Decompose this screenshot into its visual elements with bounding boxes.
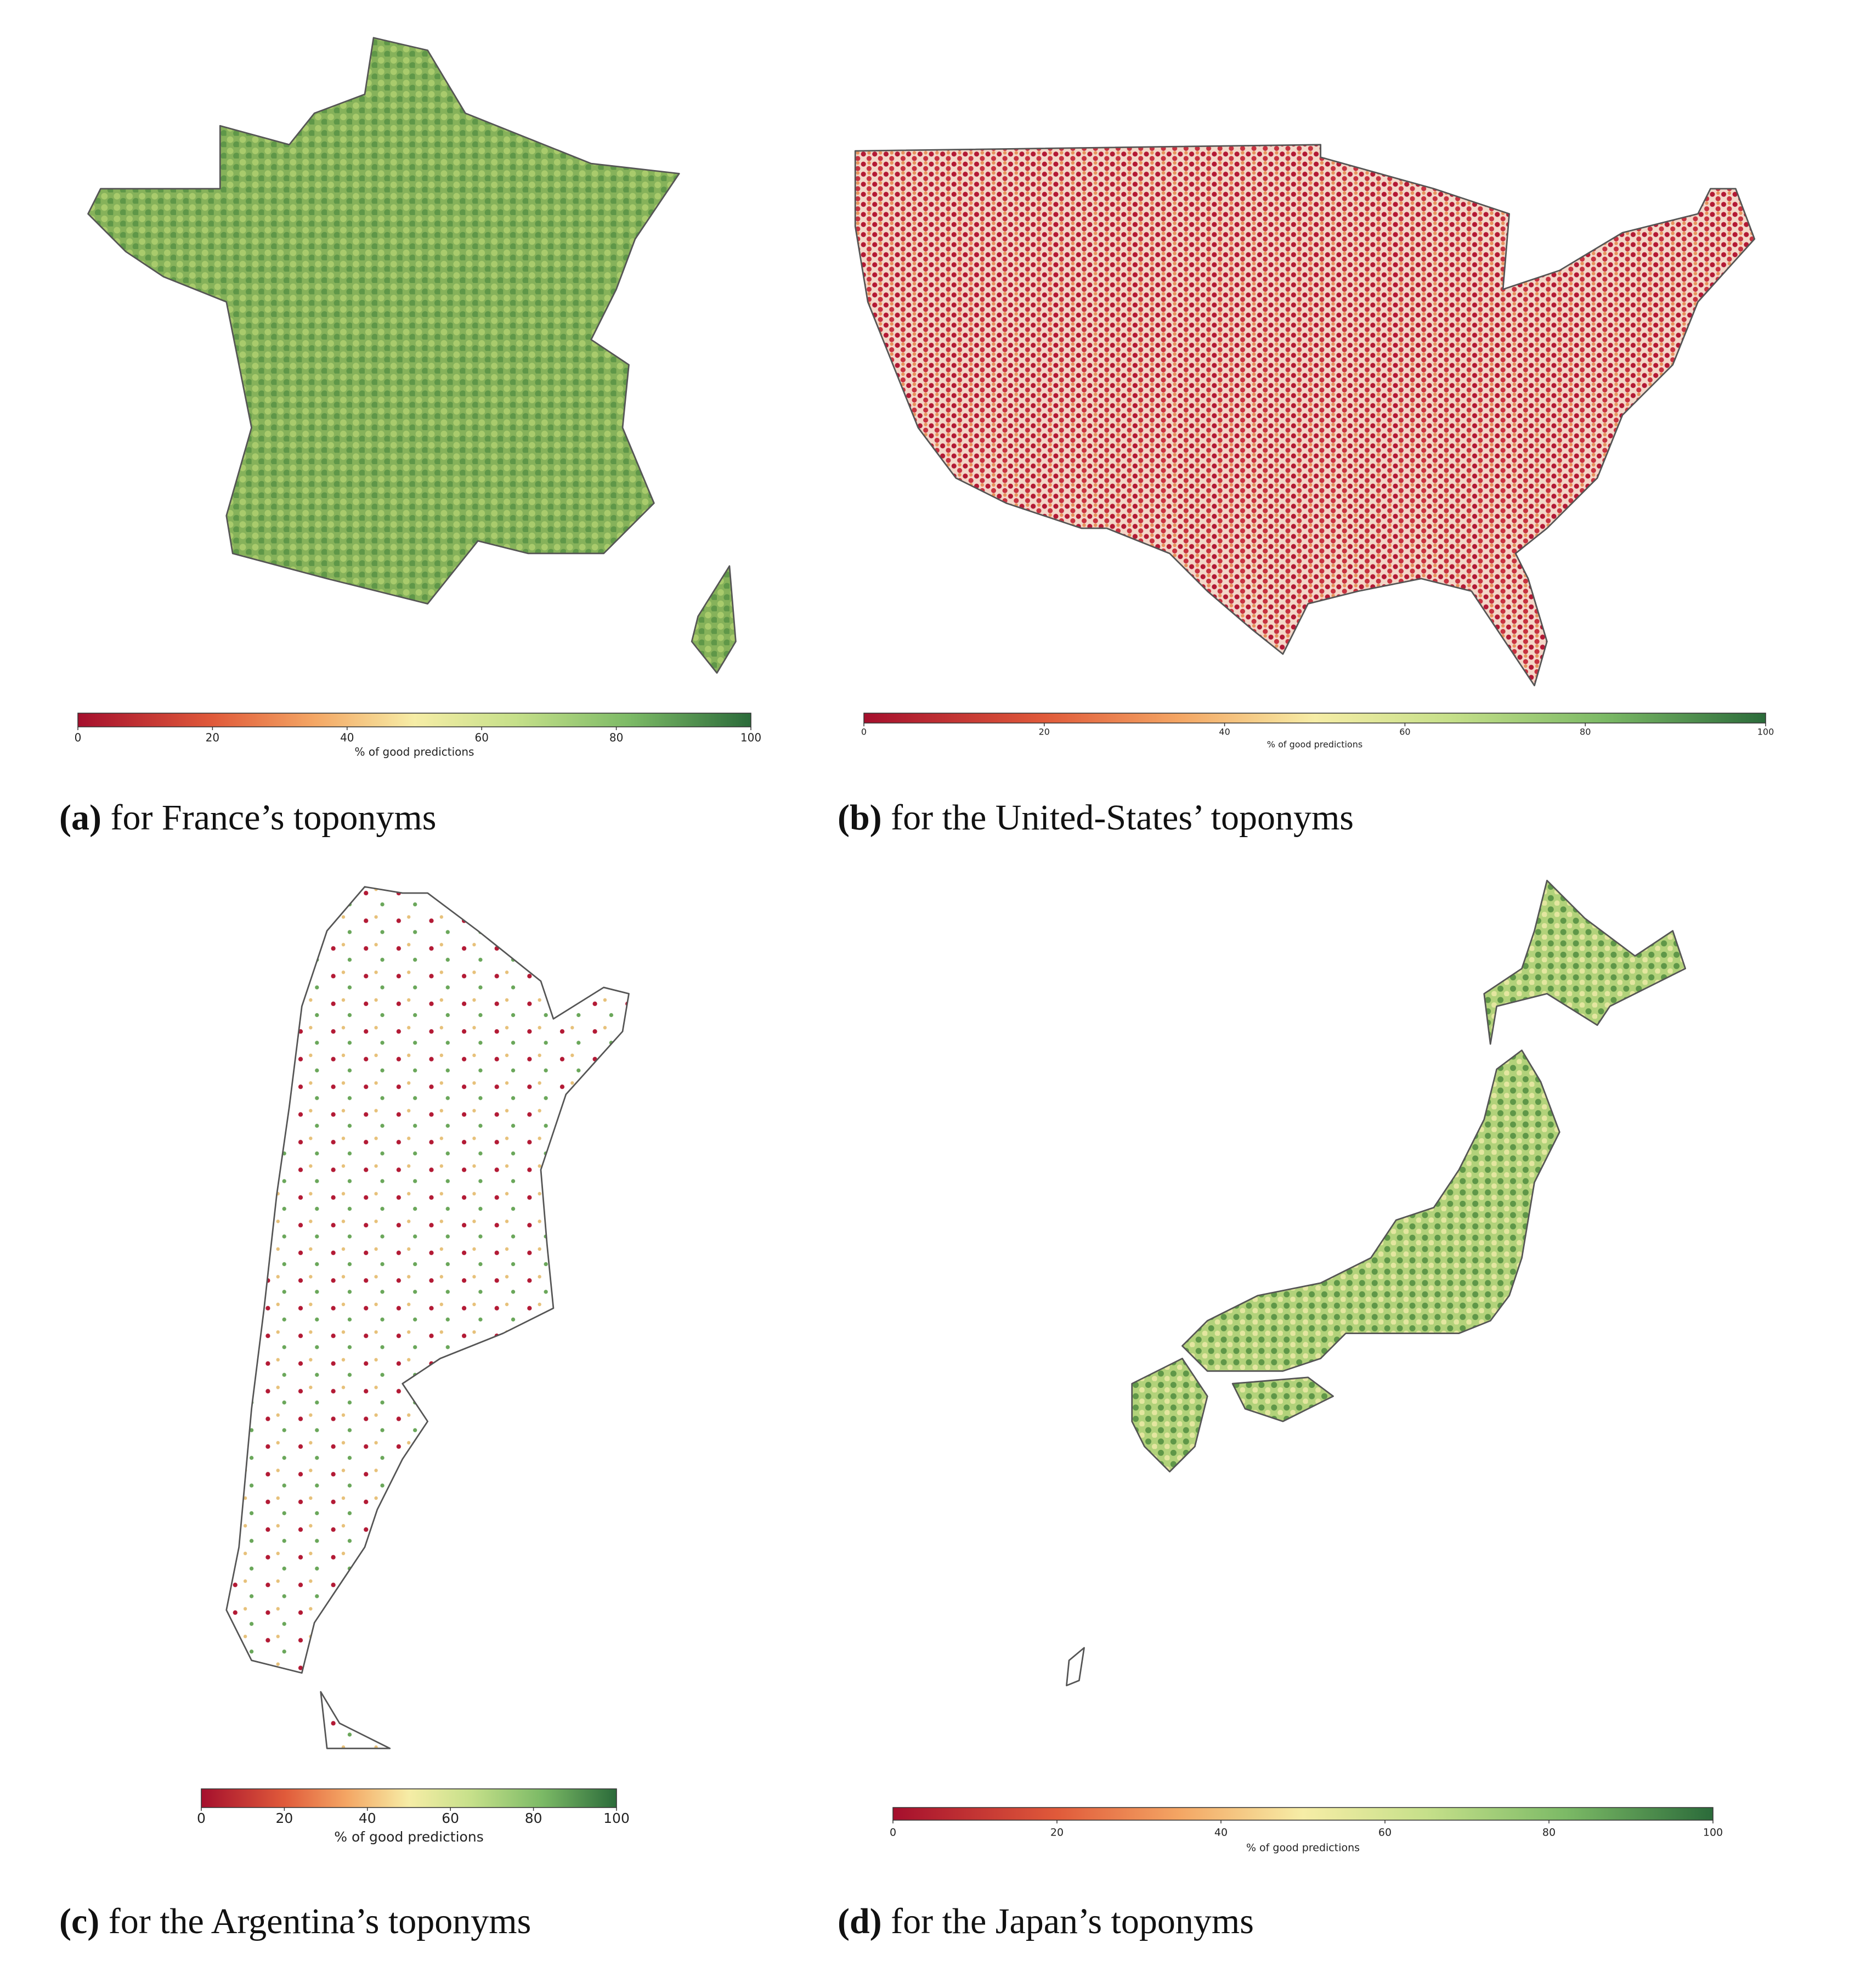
map-usa	[854, 144, 1756, 687]
colorbar-tick-label: 20	[275, 1810, 293, 1826]
colorbar-tick-label: 20	[1050, 1827, 1064, 1839]
colorbar-tick-label: 40	[359, 1810, 376, 1826]
map-islands	[1066, 1647, 1085, 1686]
caption: (d) for the Japan’s toponyms	[838, 1901, 1254, 1941]
map-argentina	[225, 886, 630, 1674]
caption: (a) for France’s toponyms	[59, 798, 436, 838]
colorbar-tick-label: 60	[474, 731, 488, 744]
colorbar-tick-label: 60	[1399, 727, 1410, 737]
colorbar-tick-label: 20	[1039, 727, 1050, 737]
colorbar-label: % of good predictions	[355, 746, 474, 759]
colorbar-tick-label: 60	[1378, 1827, 1392, 1839]
colorbar-tick-label: 40	[1214, 1827, 1228, 1839]
colorbar-tick-label: 0	[197, 1810, 206, 1826]
colorbar-tick-label: 60	[442, 1810, 459, 1826]
map-hokkaido	[1483, 879, 1686, 1045]
caption: (c) for the Argentina’s toponyms	[59, 1901, 531, 1941]
colorbar-tick-label: 100	[740, 731, 761, 744]
colorbar	[863, 713, 1766, 724]
colorbar-tick-label: 100	[1703, 1827, 1723, 1839]
panel: 0 20 40 60 80 100 % of good predictions (c) for…	[59, 1788, 630, 1941]
colorbar-tick-label: 80	[1580, 727, 1591, 737]
panel: 0 20 40 60 80 100 % of good predictions (b) for…	[838, 713, 1774, 838]
caption-label: (a)	[59, 798, 101, 838]
colorbar-tick-label: 100	[1757, 727, 1774, 737]
map-tierra-del-fuego	[320, 1691, 391, 1749]
colorbar-tick-label: 100	[603, 1810, 630, 1826]
map-kyushu	[1131, 1358, 1208, 1473]
caption-text: for the United-States’ toponyms	[891, 798, 1354, 838]
colorbar-label: % of good predictions	[1246, 1842, 1360, 1854]
colorbar-tick-label: 80	[609, 731, 623, 744]
colorbar-tick-label: 20	[206, 731, 219, 744]
caption-label: (c)	[59, 1901, 99, 1941]
caption-text: for France’s toponyms	[110, 798, 436, 838]
colorbar-tick-label: 0	[75, 731, 82, 744]
colorbar-label: % of good predictions	[1267, 739, 1362, 750]
panel: 0 20 40 60 80 100 % of good predictions (a) for…	[59, 713, 761, 838]
colorbar	[892, 1807, 1714, 1821]
colorbar-tick-label: 40	[340, 731, 354, 744]
map-corsica	[691, 565, 737, 674]
colorbar	[201, 1788, 617, 1808]
caption-label: (b)	[838, 798, 882, 838]
colorbar-label: % of good predictions	[334, 1829, 483, 1845]
map-honshu	[1181, 1049, 1560, 1372]
colorbar-tick-label: 80	[1542, 1827, 1556, 1839]
caption-label: (d)	[838, 1901, 882, 1941]
colorbar-tick-label: 80	[525, 1810, 542, 1826]
map-shikoku	[1231, 1376, 1334, 1422]
colorbar-tick-label: 0	[890, 1827, 896, 1839]
caption-text: for the Japan’s toponyms	[891, 1901, 1254, 1941]
caption: (b) for the United-States’ toponyms	[838, 798, 1354, 838]
colorbar-tick-label: 40	[1219, 727, 1230, 737]
panel: 0 20 40 60 80 100 % of good predictions (d) for…	[838, 1807, 1723, 1941]
caption-text: for the Argentina’s toponyms	[109, 1901, 531, 1941]
colorbar-tick-label: 0	[861, 727, 867, 737]
colorbar	[77, 713, 751, 727]
maps	[87, 37, 1756, 1749]
map-france	[87, 37, 680, 605]
